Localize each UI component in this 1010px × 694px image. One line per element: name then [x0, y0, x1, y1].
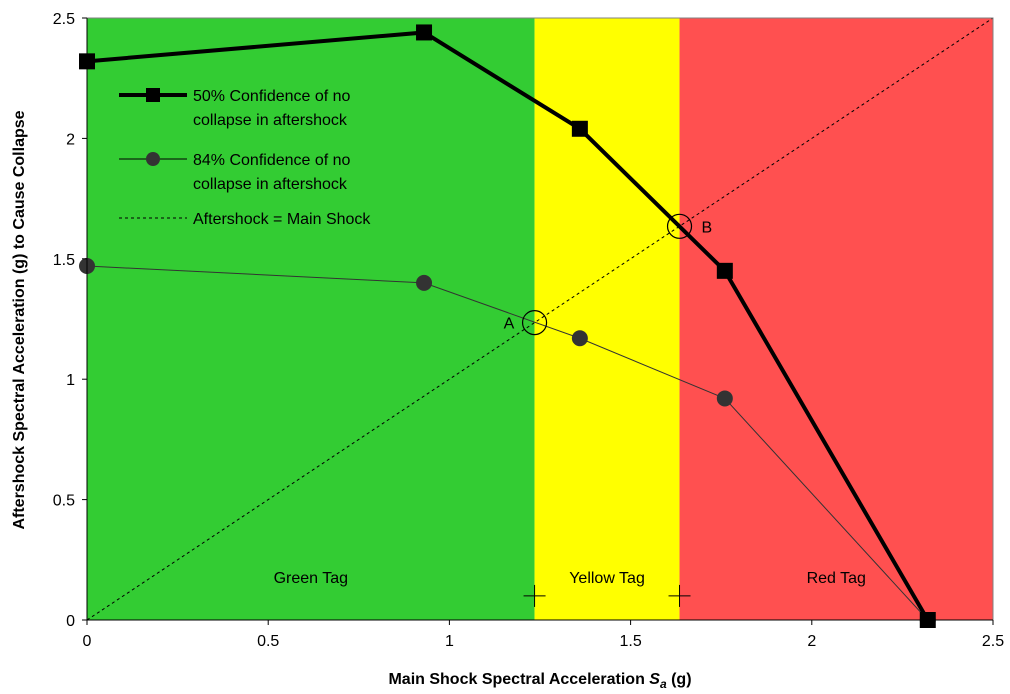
legend-84pct-label-line2: collapse in aftershock: [193, 176, 348, 193]
legend: 50% Confidence of no collapse in aftersh…: [119, 88, 371, 228]
x-axis-title-main: Main Shock Spectral Acceleration: [388, 671, 649, 688]
y-tick-label-3: 1.5: [53, 252, 75, 269]
point-50pct-1: [416, 24, 433, 41]
legend-84pct-circle-marker: [146, 152, 160, 166]
series-line-equality: [86, 17, 994, 621]
legend-50pct-label-line1: 50% Confidence of no: [193, 88, 351, 105]
y-tick-label-0: 0: [66, 613, 75, 630]
legend-50pct-label-line2: collapse in aftershock: [193, 112, 348, 129]
zone-green-tag: [87, 18, 535, 620]
x-tick-label-0: 0: [83, 633, 92, 650]
x-axis-title-subscript: a: [660, 677, 667, 691]
x-tick-label-4: 2: [807, 633, 816, 650]
annotation-circle-a: [521, 310, 548, 336]
legend-84pct-label-line1: 84% Confidence of no: [193, 152, 351, 169]
point-84pct-1: [416, 274, 433, 291]
x-tick-label-5: 2.5: [982, 633, 1004, 650]
legend-equality-label: Aftershock = Main Shock: [193, 211, 371, 228]
x-axis-title-symbol: S: [649, 671, 660, 688]
annotation-label-a: A: [504, 316, 515, 333]
point-84pct-3: [716, 390, 733, 407]
annotation-circle-b: [666, 213, 693, 239]
y-tick-label-1: 0.5: [53, 493, 75, 510]
y-tick-label-5: 2.5: [53, 11, 75, 28]
point-84pct-2: [571, 330, 588, 347]
annotation-label-b: B: [702, 219, 713, 236]
y-tick-label-4: 2: [66, 131, 75, 148]
zone-red-tag: [679, 18, 993, 620]
legend-50pct-square-marker: [146, 88, 160, 102]
zone-label-yellow-tag: Yellow Tag: [569, 570, 645, 587]
x-axis-title: Main Shock Spectral Acceleration Sa (g): [388, 671, 691, 691]
x-tick-label-1: 0.5: [257, 633, 279, 650]
cross-marker-1: [668, 584, 691, 607]
y-axis-title: Aftershock Spectral Acceleration (g) to …: [11, 110, 28, 529]
x-tick-label-2: 1: [445, 633, 454, 650]
zone-yellow-tag: [534, 18, 680, 620]
x-axis-title-unit: (g): [667, 671, 692, 688]
cross-marker-0: [523, 584, 546, 607]
zone-label-red-tag: Red Tag: [807, 570, 866, 587]
point-50pct-2: [571, 120, 588, 137]
zone-label-green-tag: Green Tag: [274, 570, 348, 587]
y-tick-label-2: 1: [66, 372, 75, 389]
x-tick-label-3: 1.5: [619, 633, 641, 650]
point-50pct-3: [716, 262, 733, 279]
